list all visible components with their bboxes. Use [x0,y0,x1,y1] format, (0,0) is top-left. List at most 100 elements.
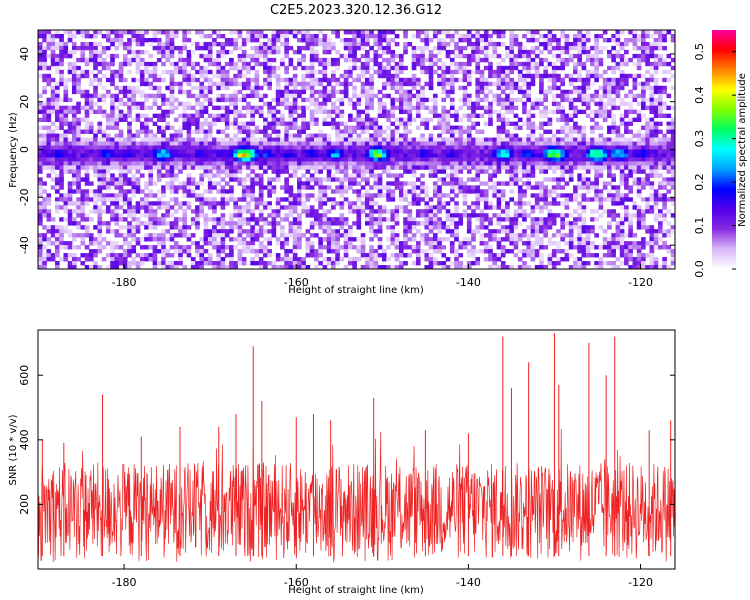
heatmap-cell [207,217,213,222]
heatmap-cell [513,141,519,146]
heatmap-cell [641,125,646,130]
heatmap-cell [50,129,56,134]
heatmap-cell [390,105,396,111]
heatmap-cell [271,37,277,43]
heatmap-cell [390,217,396,222]
heatmap-cell [611,177,616,182]
heatmap-cell [224,73,230,79]
heatmap-cell [509,141,515,146]
heatmap-cell [288,133,294,138]
heatmap-cell [59,165,64,170]
heatmap-cell [462,149,468,154]
heatmap-cell [139,125,145,130]
heatmap-cell [339,101,345,107]
heatmap-cell [475,177,481,182]
heatmap-cell [322,161,328,166]
heatmap-cell [131,177,137,182]
heatmap-cell [110,97,115,103]
heatmap-cell [216,189,222,194]
heatmap-cell [271,165,277,170]
heatmap-cell [424,205,430,210]
heatmap-cell [658,145,663,150]
heatmap-cell [254,201,260,206]
heatmap-cell [607,93,612,99]
heatmap-cell [424,157,430,162]
heatmap-cell [93,153,98,158]
heatmap-cell [148,61,154,67]
heatmap-cell [63,217,69,222]
heatmap-cell [594,61,599,67]
heatmap-cell [267,213,272,218]
heatmap-cell [607,53,612,59]
heatmap-cell [641,89,646,95]
heatmap-cell [551,93,557,99]
heatmap-cell [178,217,183,222]
heatmap-cell [398,121,404,126]
heatmap-cell [432,161,438,166]
heatmap-cell [437,30,442,35]
heatmap-cell [288,185,294,190]
heatmap-cell [122,61,128,67]
heatmap-cell [458,185,464,190]
heatmap-cell [407,117,413,123]
heatmap-cell [224,125,230,130]
heatmap-cell [220,185,226,190]
heatmap-cell [394,181,400,186]
heatmap-cell [581,85,587,91]
heatmap-cell [156,57,162,63]
heatmap-cell [186,77,192,83]
heatmap-cell [653,65,659,71]
heatmap-cell [326,57,332,63]
heatmap-cell [224,61,230,67]
heatmap-cell [560,89,565,95]
heatmap-cell [615,49,621,55]
heatmap-cell [403,45,408,51]
heatmap-cell [594,137,599,142]
heatmap-cell [411,169,417,174]
heatmap-cell [233,109,238,115]
heatmap-cell [624,185,629,190]
heatmap-cell [186,57,192,63]
heatmap-cell [513,137,519,142]
heatmap-cell [352,57,357,63]
heatmap-cell [220,221,226,226]
heatmap-cell [84,173,90,178]
heatmap-cell [526,69,532,75]
heatmap-cell [152,37,158,43]
heatmap-cell [509,45,515,51]
heatmap-cell [658,149,663,154]
heatmap-cell [653,105,659,111]
heatmap-cell [288,141,294,146]
heatmap-cell [398,117,404,123]
heatmap-cell [577,153,582,158]
heatmap-cell [93,193,98,198]
heatmap-cell [432,209,438,214]
heatmap-cell [381,153,387,158]
heatmap-cell [233,117,238,123]
heatmap-cell [390,173,396,178]
heatmap-cell [246,221,251,226]
heatmap-cell [454,201,459,206]
heatmap-cell [288,77,294,83]
heatmap-cell [246,137,251,142]
heatmap-cell [381,169,387,174]
heatmap-cell [403,93,408,99]
heatmap-cell [101,145,107,150]
heatmap-cell [237,149,243,154]
heatmap-cell [598,213,604,218]
heatmap-cell [505,45,510,51]
heatmap-cell [309,113,315,119]
heatmap-cell [173,165,179,170]
heatmap-cell [195,69,200,75]
heatmap-cell [551,201,557,206]
heatmap-cell [178,185,183,190]
heatmap-cell [615,137,621,142]
heatmap-cell [543,73,548,79]
heatmap-cell [233,165,238,170]
heatmap-cell [441,169,447,174]
heatmap-cell [356,161,362,166]
heatmap-cell [526,61,532,67]
heatmap-cell [670,37,675,43]
heatmap-cell [475,49,481,55]
heatmap-cell [258,93,264,99]
